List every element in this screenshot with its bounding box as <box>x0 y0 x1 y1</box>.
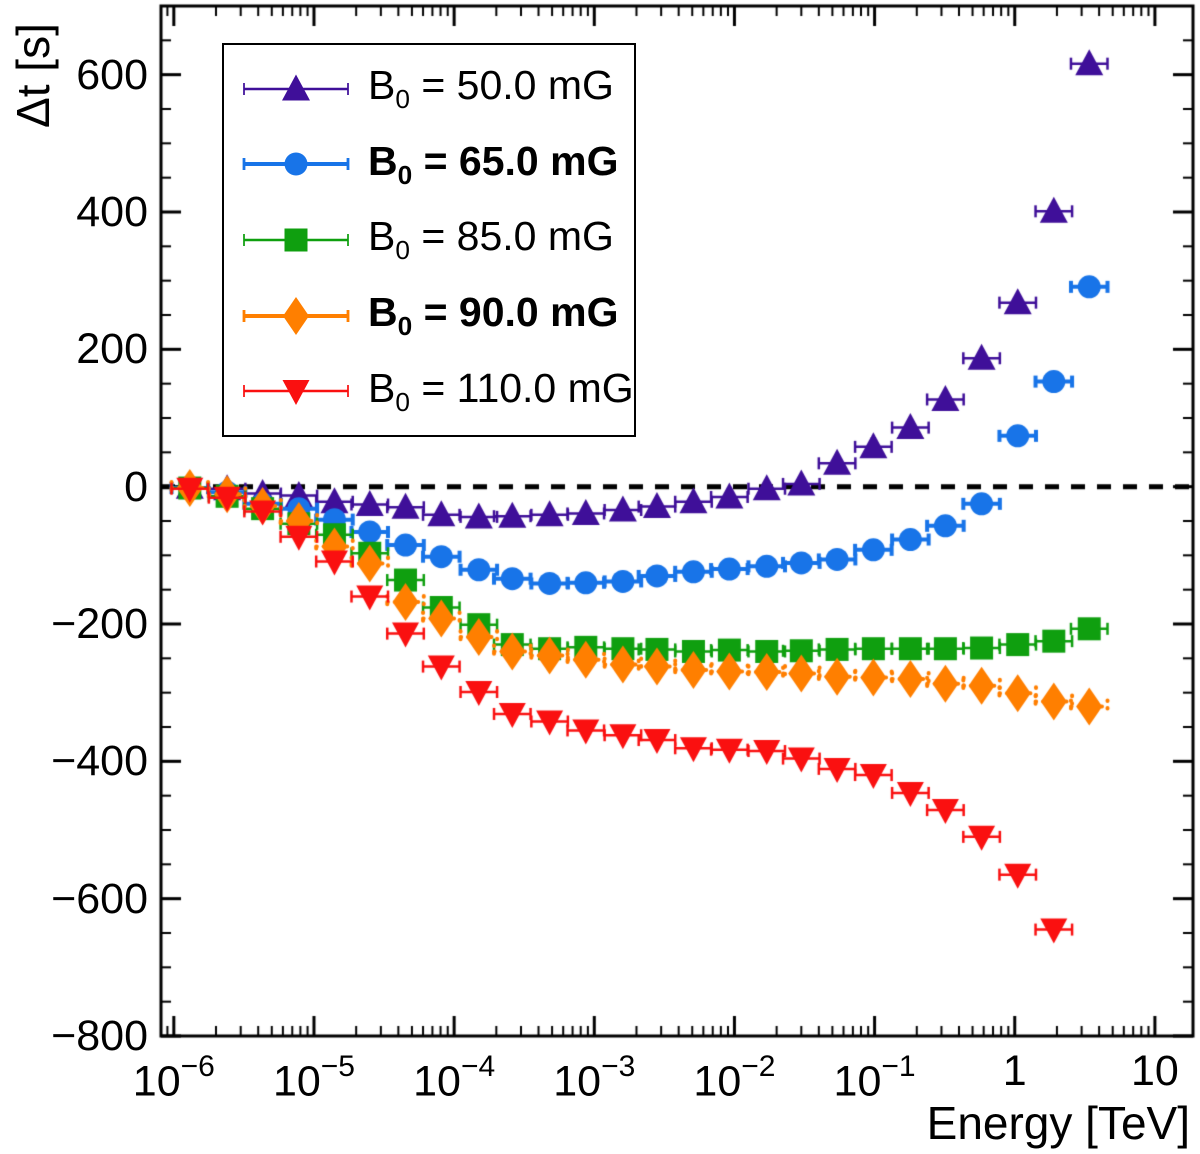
y-tick-label: 0 <box>124 462 148 511</box>
x-tick-label: 10−6 <box>132 1050 215 1106</box>
x-tick-label: 10−4 <box>413 1050 496 1106</box>
x-tick-label: 10 <box>1130 1047 1179 1095</box>
legend-item-50.0mG: B0 = 50.0 mG <box>224 57 634 121</box>
y-tick-label: 600 <box>76 50 148 99</box>
legend-item-85.0mG: B0 = 85.0 mG <box>224 208 634 272</box>
legend-marker-icon <box>242 152 350 176</box>
x-tick-label: 10−5 <box>272 1050 355 1106</box>
x-tick-label: 10−3 <box>553 1050 636 1106</box>
legend-label: B0 = 65.0 mG <box>368 137 619 190</box>
legend-label: B0 = 50.0 mG <box>368 62 614 115</box>
legend-marker-icon <box>242 296 350 335</box>
legend-label: B0 = 90.0 mG <box>368 288 619 342</box>
legend-label: B0 = 110.0 mG <box>368 364 634 417</box>
legend-item-90.0mG: B0 = 90.0 mG <box>224 284 634 348</box>
legend-marker-icon <box>243 228 349 252</box>
y-tick-label: −400 <box>51 737 148 786</box>
y-tick-label: 400 <box>76 188 148 236</box>
y-tick-label: −600 <box>51 874 148 923</box>
y-tick-label: −200 <box>51 600 148 648</box>
legend-label: B0 = 85.0 mG <box>368 213 614 266</box>
legend-item-65.0mG: B0 = 65.0 mG <box>224 132 634 196</box>
y-tick-label: −800 <box>51 1012 148 1060</box>
y-tick-label: 200 <box>76 325 148 374</box>
x-tick-label: 10−2 <box>693 1050 776 1106</box>
x-tick-label: 1 <box>1002 1047 1027 1095</box>
legend-marker-icon <box>243 74 349 101</box>
x-axis-title: Energy [TeV] <box>926 1097 1190 1149</box>
legend-marker-icon <box>243 380 349 406</box>
legend: B0 = 50.0 mG B0 = 65.0 mG B0 = 85.0 mG B0 =… <box>222 43 636 437</box>
legend-item-110.0mG: B0 = 110.0 mG <box>224 359 634 423</box>
x-tick-label: 10−1 <box>833 1050 916 1106</box>
